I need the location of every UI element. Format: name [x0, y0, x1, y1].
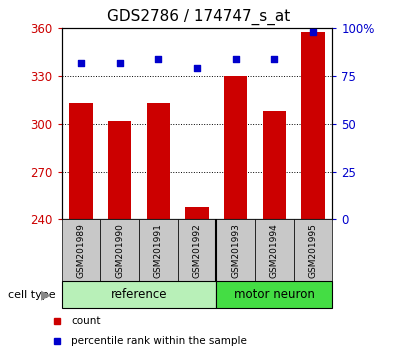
Point: [155, 56, 162, 62]
Point: [117, 60, 123, 65]
Bar: [108, 121, 131, 219]
Point: [271, 56, 277, 62]
Bar: [263, 111, 286, 219]
Bar: [178, 219, 217, 281]
Text: motor neuron: motor neuron: [234, 288, 315, 301]
Text: GSM201993: GSM201993: [231, 223, 240, 278]
Text: GSM201995: GSM201995: [308, 223, 318, 278]
Bar: [294, 219, 332, 281]
Text: GSM201992: GSM201992: [193, 223, 201, 278]
Point: [310, 29, 316, 35]
Bar: [217, 281, 332, 308]
Text: GSM201991: GSM201991: [154, 223, 163, 278]
Bar: [301, 32, 325, 219]
Text: ▶: ▶: [41, 288, 51, 301]
Bar: [255, 219, 294, 281]
Text: GDS2786 / 174747_s_at: GDS2786 / 174747_s_at: [107, 9, 291, 25]
Point: [194, 65, 200, 71]
Point: [232, 56, 239, 62]
Bar: [147, 103, 170, 219]
Bar: [62, 219, 100, 281]
Text: GSM201994: GSM201994: [270, 223, 279, 278]
Bar: [69, 103, 93, 219]
Text: percentile rank within the sample: percentile rank within the sample: [71, 336, 247, 346]
Bar: [185, 207, 209, 219]
Text: count: count: [71, 316, 101, 326]
Text: GSM201989: GSM201989: [76, 223, 86, 278]
Text: reference: reference: [111, 288, 167, 301]
Point: [78, 60, 84, 65]
Bar: [62, 281, 217, 308]
Text: cell type: cell type: [8, 290, 56, 300]
Text: GSM201990: GSM201990: [115, 223, 124, 278]
Bar: [100, 219, 139, 281]
Bar: [224, 76, 247, 219]
Bar: [217, 219, 255, 281]
Bar: [139, 219, 178, 281]
